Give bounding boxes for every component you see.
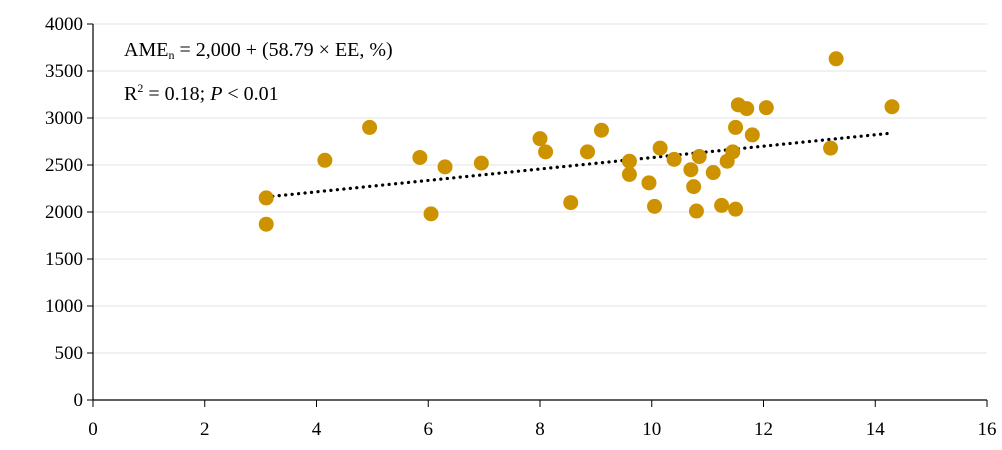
r2-prefix: R (124, 83, 138, 105)
x-tick-label-3: 6 (424, 419, 434, 440)
data-point-1 (258, 216, 274, 232)
y-tick-label-8: 4000 (45, 14, 83, 35)
data-point-8 (532, 131, 548, 147)
y-tick-label-0: 0 (74, 390, 84, 411)
data-point-35 (884, 99, 900, 115)
r2-superscript: 2 (137, 81, 143, 95)
data-point-4 (412, 149, 428, 165)
x-tick-label-8: 16 (978, 419, 997, 440)
x-tick-label-2: 4 (312, 419, 322, 440)
r2-rest: = 0.18; (143, 83, 210, 105)
y-tick-label-7: 3500 (45, 61, 83, 82)
x-tick-label-1: 2 (200, 419, 210, 440)
y-tick-label-5: 2500 (45, 155, 83, 176)
y-tick-label-1: 500 (55, 343, 84, 364)
data-point-21 (688, 203, 704, 219)
y-tick-label-4: 2000 (45, 202, 83, 223)
data-point-33 (823, 140, 839, 156)
x-tick-label-7: 14 (866, 419, 886, 440)
equation-prefix: AME (124, 39, 168, 61)
trendline-layer (264, 131, 894, 199)
equation-rest: = 2,000 + (58.79 × EE, %) (174, 39, 392, 61)
regression-equation: AMEn = 2,000 + (58.79 × EE, %) (124, 39, 393, 62)
data-point-17 (652, 140, 668, 156)
data-point-14 (621, 166, 637, 182)
data-point-10 (563, 195, 579, 211)
data-point-13 (621, 153, 637, 169)
data-point-3 (362, 119, 378, 135)
data-point-27 (728, 119, 744, 135)
data-point-30 (739, 101, 755, 117)
data-point-20 (686, 179, 702, 195)
trendline (264, 131, 894, 199)
data-point-34 (828, 51, 844, 67)
data-point-24 (714, 197, 730, 213)
data-point-28 (728, 201, 744, 217)
data-point-15 (641, 175, 657, 191)
data-point-19 (683, 162, 699, 178)
data-point-0 (258, 190, 274, 206)
axes (87, 23, 988, 407)
data-point-18 (666, 151, 682, 167)
data-point-12 (593, 122, 609, 138)
p-symbol: P (209, 83, 222, 105)
y-tick-label-3: 1500 (45, 249, 83, 270)
r-squared-annotation: R2 = 0.18; P < 0.01 (124, 81, 279, 105)
data-point-23 (705, 165, 721, 181)
p-rest: < 0.01 (222, 83, 278, 105)
x-tick-label-4: 8 (535, 419, 545, 440)
x-tick-label-0: 0 (88, 419, 98, 440)
y-tick-label-2: 1000 (45, 296, 83, 317)
data-point-31 (744, 127, 760, 143)
data-point-16 (647, 198, 663, 214)
data-points (258, 51, 900, 232)
data-point-9 (538, 144, 554, 160)
data-point-6 (437, 159, 453, 175)
data-point-11 (579, 144, 595, 160)
equation-subscript: n (168, 48, 174, 62)
data-point-7 (473, 155, 489, 171)
data-point-32 (758, 100, 774, 116)
data-point-2 (317, 152, 333, 168)
x-tick-label-6: 12 (754, 419, 773, 440)
gridlines (93, 23, 987, 354)
data-point-22 (691, 149, 707, 165)
x-tick-label-5: 10 (642, 419, 661, 440)
data-point-26 (725, 144, 741, 160)
y-tick-label-6: 3000 (45, 108, 83, 129)
tick-labels: 0 500 1000 1500 2000 2500 3000 3500 4000 0 2 4 6 8 10 1… (45, 14, 997, 440)
data-point-5 (423, 206, 439, 222)
